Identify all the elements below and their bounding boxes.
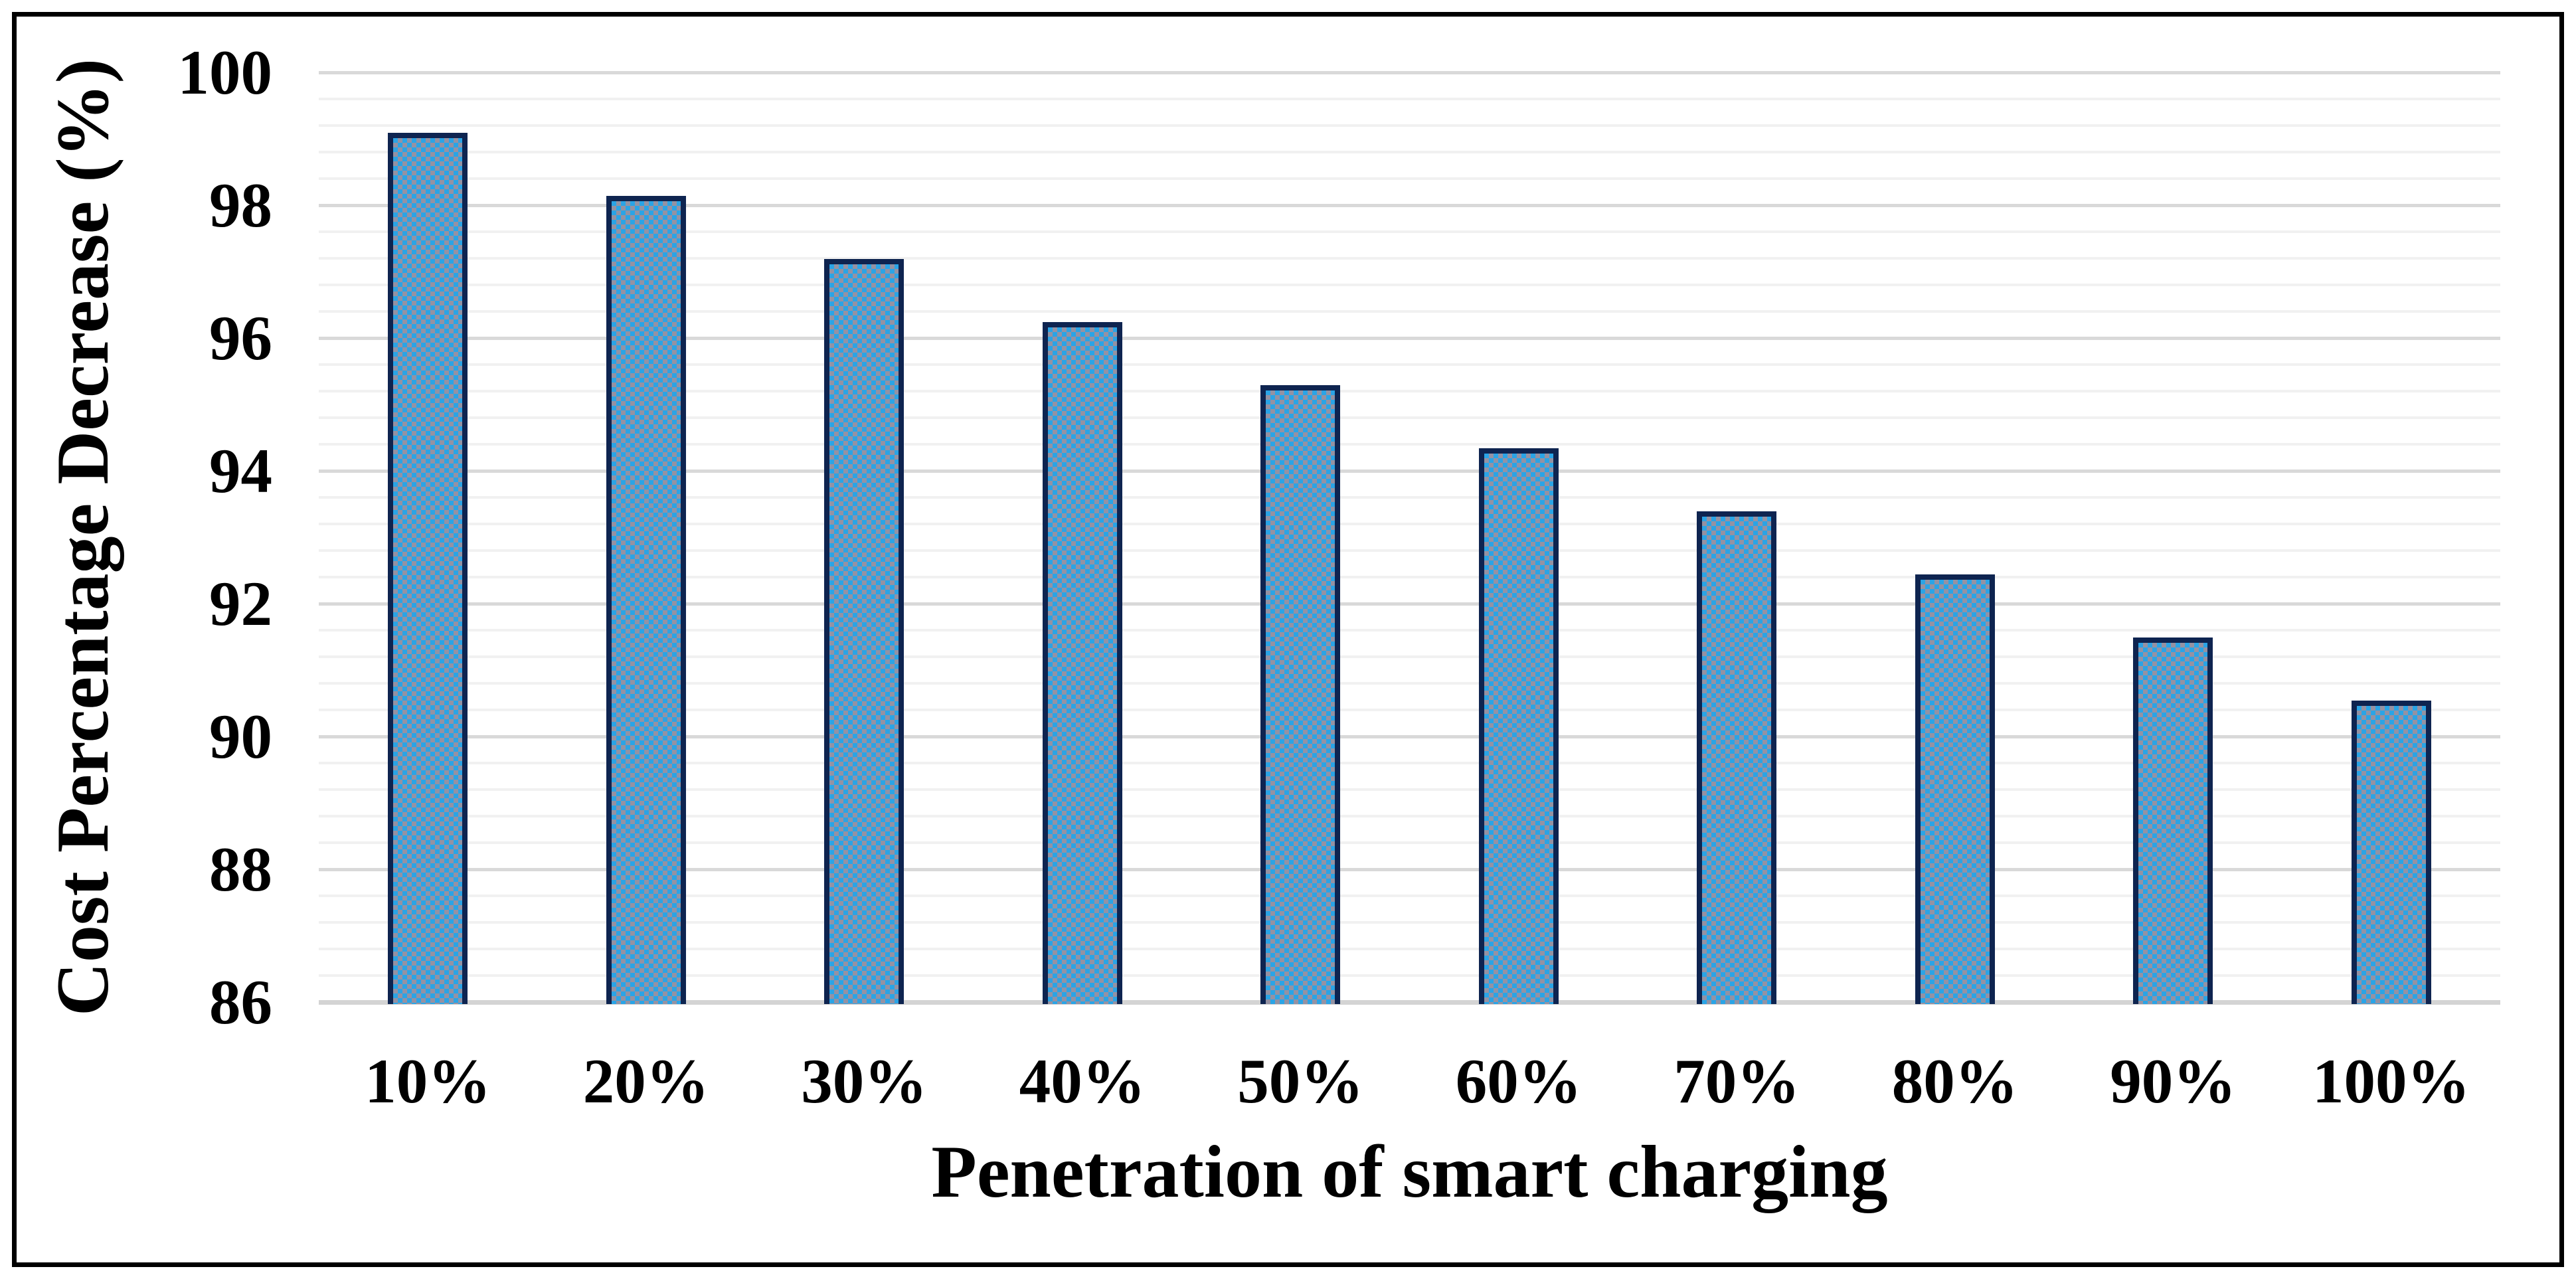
plot-area: [319, 70, 2500, 1005]
bar-60%[interactable]: [1478, 448, 1559, 1004]
minor-gridline: [319, 655, 2500, 658]
bar-30%[interactable]: [824, 259, 904, 1004]
y-tick-label-86: 86: [209, 967, 272, 1037]
minor-gridline: [319, 576, 2500, 578]
y-tick-label-94: 94: [209, 436, 272, 506]
y-tick-label-88: 88: [209, 834, 272, 904]
x-tick-label-50%: 50%: [1237, 1046, 1364, 1116]
bar-10%[interactable]: [388, 133, 468, 1004]
major-gridline: [319, 867, 2500, 871]
x-tick-label-40%: 40%: [1019, 1046, 1146, 1116]
minor-gridline: [319, 841, 2500, 844]
bar-90%[interactable]: [2133, 638, 2213, 1004]
x-tick-label-60%: 60%: [1455, 1046, 1582, 1116]
major-gridline: [319, 734, 2500, 738]
bar-50%[interactable]: [1260, 385, 1341, 1004]
bar-70%[interactable]: [1697, 511, 1777, 1004]
minor-gridline: [319, 363, 2500, 366]
x-tick-label-20%: 20%: [582, 1046, 709, 1116]
minor-gridline: [319, 974, 2500, 977]
minor-gridline: [319, 895, 2500, 897]
minor-gridline: [319, 523, 2500, 525]
minor-gridline: [319, 629, 2500, 632]
minor-gridline: [319, 284, 2500, 286]
minor-gridline: [319, 682, 2500, 685]
minor-gridline: [319, 177, 2500, 180]
minor-gridline: [319, 151, 2500, 153]
x-tick-label-80%: 80%: [1891, 1046, 2018, 1116]
minor-gridline: [319, 762, 2500, 764]
x-tick-label-30%: 30%: [801, 1046, 928, 1116]
y-tick-label-100: 100: [177, 37, 273, 108]
x-tick-label-10%: 10%: [365, 1046, 491, 1116]
minor-gridline: [319, 416, 2500, 419]
minor-gridline: [319, 496, 2500, 499]
minor-gridline: [319, 788, 2500, 791]
minor-gridline: [319, 230, 2500, 233]
minor-gridline: [319, 709, 2500, 711]
y-tick-label-96: 96: [209, 303, 272, 373]
y-tick-label-90: 90: [209, 701, 272, 772]
minor-gridline: [319, 948, 2500, 950]
minor-gridline: [319, 443, 2500, 446]
bar-100%[interactable]: [2351, 701, 2431, 1004]
major-gridline: [319, 70, 2500, 74]
chart-outer-frame: [12, 12, 2564, 1267]
minor-gridline: [319, 257, 2500, 260]
x-tick-label-90%: 90%: [2110, 1046, 2237, 1116]
major-gridline: [319, 336, 2500, 340]
x-tick-label-70%: 70%: [1674, 1046, 1800, 1116]
major-gridline: [319, 469, 2500, 473]
bar-80%[interactable]: [1915, 574, 1995, 1004]
minor-gridline: [319, 390, 2500, 392]
minor-gridline: [319, 98, 2500, 100]
minor-gridline: [319, 921, 2500, 924]
bar-40%[interactable]: [1042, 322, 1122, 1004]
minor-gridline: [319, 815, 2500, 817]
x-tick-label-100%: 100%: [2312, 1046, 2470, 1116]
bar-20%[interactable]: [606, 196, 686, 1004]
x-axis-line: [319, 1000, 2500, 1005]
minor-gridline: [319, 549, 2500, 552]
minor-gridline: [319, 310, 2500, 313]
x-axis-title: Penetration of smart charging: [931, 1131, 1888, 1213]
major-gridline: [319, 602, 2500, 606]
minor-gridline: [319, 124, 2500, 127]
major-gridline: [319, 203, 2500, 207]
y-tick-label-92: 92: [209, 568, 272, 639]
y-tick-label-98: 98: [209, 170, 272, 240]
